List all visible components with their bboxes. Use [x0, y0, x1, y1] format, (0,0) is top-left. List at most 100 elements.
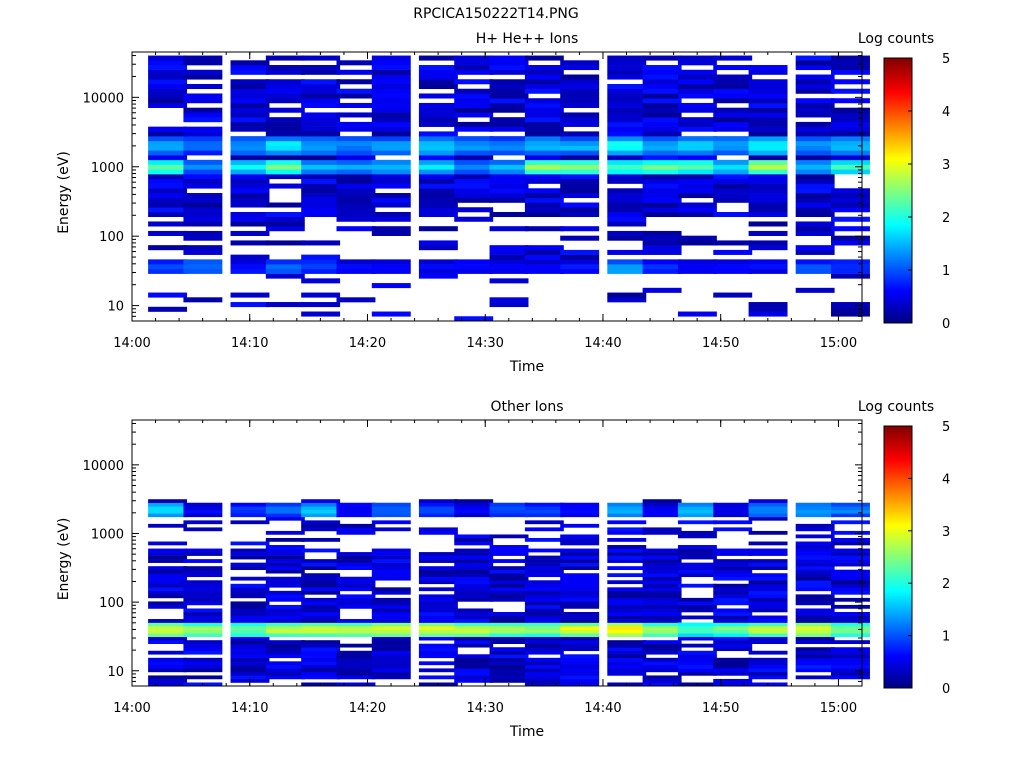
spectrogram-cell [454, 675, 494, 680]
spectrogram-cell [418, 573, 458, 578]
figure-title: RPCICA150222T14.PNG [413, 6, 578, 22]
spectrogram-cell [265, 83, 305, 90]
spectrogram-cell [454, 643, 494, 648]
spectrogram-cell [454, 316, 494, 322]
spectrogram-cell [748, 506, 788, 511]
spectrogram-cell [301, 140, 341, 146]
spectrogram-cell [230, 102, 270, 108]
spectrogram-cell [265, 562, 305, 567]
spectrogram-cell [524, 121, 564, 127]
spectrogram-cell [831, 664, 870, 669]
spectrogram-cell [677, 601, 717, 606]
spectrogram-cell [607, 140, 647, 146]
spectrogram-cell [524, 207, 564, 213]
spectrogram-cell [336, 509, 376, 514]
spectrogram-cell [336, 633, 376, 637]
spectrogram-cell [454, 93, 494, 99]
spectrogram-cell [748, 159, 788, 165]
spectrogram-cell [795, 668, 835, 673]
spectrogram-cell [148, 583, 188, 588]
spectrogram-cell [607, 202, 647, 208]
colorbar-tick-label: 1 [942, 264, 950, 279]
spectrogram-cell [301, 643, 341, 648]
spectrogram-cell [183, 297, 223, 303]
spectrogram-cell [607, 264, 647, 270]
spectrogram-cell [454, 661, 494, 666]
colorbar [883, 57, 913, 324]
spectrogram-cell [642, 661, 682, 666]
spectrogram-cell [454, 513, 494, 518]
spectrogram-cell [748, 580, 788, 585]
spectrogram-cell [183, 657, 223, 662]
spectrogram-cell [371, 506, 411, 511]
spectrogram-cell [607, 145, 647, 151]
spectrogram-cell [418, 530, 458, 535]
spectrogram-cell [489, 636, 529, 641]
spectrogram-cell [371, 576, 411, 581]
spectrogram-cell [607, 216, 647, 222]
spectrogram-cell [524, 150, 564, 156]
spectrogram-cell [713, 573, 753, 578]
colorbar-tick-label: 3 [942, 158, 950, 173]
spectrogram-cell [371, 102, 411, 108]
spectrogram-cell [489, 664, 529, 669]
spectrogram-cell [713, 65, 753, 71]
spectrogram-cell [831, 311, 870, 317]
spectrogram-cell [713, 615, 753, 620]
spectrogram-cell [230, 93, 270, 99]
y-tick-label: 100 [99, 596, 124, 611]
spectrogram-cell [795, 83, 835, 90]
spectrogram-cell [301, 183, 341, 189]
spectrogram-cell [524, 548, 564, 553]
spectrogram-cell [301, 513, 341, 518]
spectrogram-cell [418, 604, 458, 609]
spectrogram-cell [642, 513, 682, 518]
spectrogram-cell [748, 112, 788, 118]
spectrogram-cell [183, 566, 223, 570]
spectrogram-cell [795, 587, 835, 592]
spectrogram-cell [183, 629, 223, 634]
y-axis-label: Energy (eV) [56, 151, 72, 234]
spectrogram-cell [677, 235, 717, 241]
spectrogram-cell [795, 601, 835, 606]
spectrogram-cell [301, 548, 341, 553]
spectrogram-cell [795, 169, 835, 175]
spectrogram-cell [489, 576, 529, 581]
spectrogram-cell [265, 211, 305, 218]
spectrogram-cell [524, 664, 564, 669]
spectrogram-cell [524, 668, 564, 673]
spectrogram-cell [230, 126, 270, 132]
colorbar-tick-label: 0 [942, 682, 950, 697]
spectrogram-cell [371, 650, 411, 655]
spectrogram-cell [371, 654, 411, 659]
spectrogram-cell [748, 552, 788, 556]
spectrogram-cell [336, 183, 376, 189]
spectrogram-cell [336, 502, 376, 507]
spectrogram-cell [748, 302, 788, 308]
spectrogram-cell [677, 502, 717, 507]
spectrogram-cell [489, 83, 529, 90]
spectrogram-cell [642, 88, 682, 94]
spectrogram-cell [642, 121, 682, 127]
spectrogram-cell [524, 249, 564, 255]
spectrogram-cell [371, 121, 411, 127]
spectrogram-cell [560, 83, 600, 90]
spectrogram-cell [301, 604, 341, 609]
spectrogram-cell [183, 633, 223, 637]
spectrogram-cell [795, 597, 835, 602]
spectrogram-cell [301, 88, 341, 94]
spectrogram-cell [677, 264, 717, 270]
spectrogram-cell [795, 287, 835, 293]
spectrogram-cell [831, 302, 870, 308]
spectrogram-cell [183, 93, 223, 99]
spectrogram-cell [454, 121, 494, 127]
spectrogram-cell [301, 264, 341, 270]
spectrogram-cell [489, 569, 529, 574]
spectrogram-cell [642, 594, 682, 599]
spectrogram-cell [677, 121, 717, 127]
spectrogram-cell [607, 608, 647, 613]
spectrogram-cell [230, 629, 270, 634]
spectrogram-cell [560, 629, 600, 634]
spectrogram-cell [831, 633, 870, 637]
